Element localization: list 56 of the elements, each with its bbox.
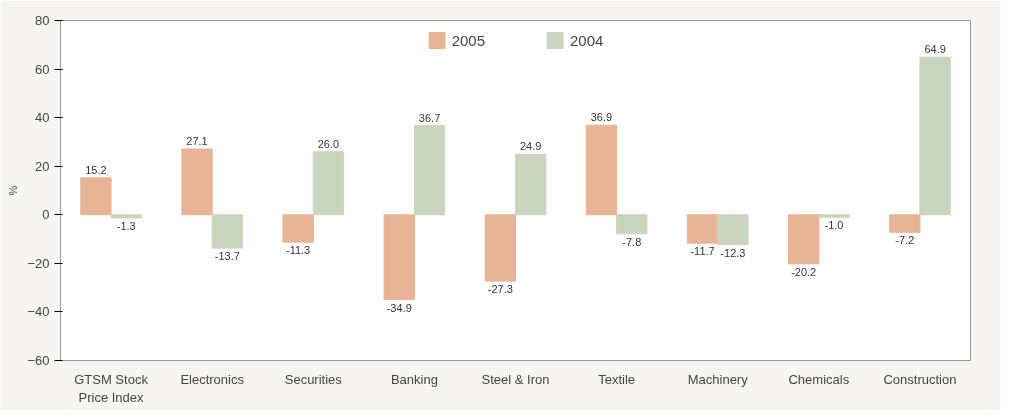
data-label: -13.7 bbox=[214, 250, 240, 263]
bar bbox=[515, 153, 547, 216]
x-tick-label: Chemicals bbox=[788, 371, 850, 387]
y-axis-title: % bbox=[7, 185, 20, 196]
data-label: 36.7 bbox=[418, 111, 441, 124]
y-tick-label: −40 bbox=[27, 304, 50, 320]
x-tick-label: GTSM Stock Price Index bbox=[74, 371, 149, 405]
data-label: -1.3 bbox=[116, 219, 136, 232]
bar bbox=[383, 214, 415, 301]
data-label: -7.8 bbox=[622, 235, 642, 248]
bar bbox=[717, 214, 749, 246]
y-tick-label: 40 bbox=[35, 110, 50, 126]
y-tick-label: 80 bbox=[35, 13, 50, 28]
data-label: 15.2 bbox=[85, 163, 107, 176]
data-label: -11.7 bbox=[690, 245, 715, 258]
bar bbox=[818, 214, 850, 218]
legend-label: 2004 bbox=[570, 31, 604, 49]
data-label: 27.1 bbox=[186, 134, 208, 147]
x-tick-label: Construction bbox=[883, 371, 957, 387]
legend-label: 2005 bbox=[451, 31, 485, 49]
bar bbox=[484, 214, 516, 282]
data-label: -34.9 bbox=[386, 301, 412, 314]
y-tick-label: 60 bbox=[35, 61, 50, 77]
x-tick-label: Steel & Iron bbox=[481, 371, 550, 387]
y-tick-label: 20 bbox=[35, 158, 50, 174]
data-label: 36.9 bbox=[590, 111, 613, 124]
x-tick-label: Electronics bbox=[180, 371, 245, 387]
bar bbox=[110, 214, 142, 219]
bar bbox=[616, 214, 648, 235]
x-tick-label: Machinery bbox=[687, 371, 749, 387]
bar bbox=[686, 214, 719, 244]
bar bbox=[889, 214, 921, 233]
data-label: -11.3 bbox=[285, 244, 311, 257]
data-label: 26.0 bbox=[317, 137, 340, 150]
y-tick-label: 0 bbox=[42, 207, 50, 223]
bar bbox=[919, 56, 951, 216]
y-tick-label: −20 bbox=[27, 255, 50, 271]
data-label: -12.3 bbox=[720, 246, 746, 259]
data-label: -7.2 bbox=[895, 234, 915, 247]
bar bbox=[312, 151, 345, 216]
data-label: 24.9 bbox=[519, 140, 542, 153]
x-tick-label: Textile bbox=[598, 371, 636, 387]
data-label: 64.9 bbox=[924, 43, 946, 56]
x-tick-label: Securities bbox=[284, 371, 343, 387]
bar bbox=[585, 124, 618, 216]
data-label: -20.2 bbox=[791, 265, 817, 278]
bar bbox=[181, 148, 213, 216]
bar bbox=[211, 214, 243, 249]
bar bbox=[80, 177, 112, 216]
data-label: -1.0 bbox=[824, 219, 844, 232]
y-tick-label: −60 bbox=[27, 353, 50, 368]
data-label: -27.3 bbox=[487, 283, 513, 296]
x-tick-label: Banking bbox=[390, 371, 438, 387]
bar bbox=[282, 214, 314, 243]
bar bbox=[788, 214, 820, 265]
bar bbox=[413, 125, 446, 216]
